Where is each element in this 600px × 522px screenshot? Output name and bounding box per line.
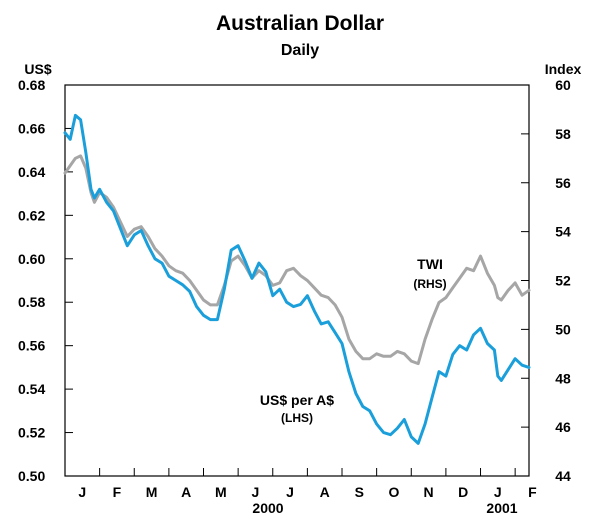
left-tick-label: 0.50 <box>18 468 45 484</box>
right-tick-label: 58 <box>555 126 571 142</box>
right-axis-ticks: 44 46 48 50 52 54 56 58 60 <box>521 77 571 484</box>
x-tick-label: N <box>424 484 434 500</box>
x-tick-label: D <box>458 484 468 500</box>
x-tick-label: O <box>389 484 400 500</box>
twi-line <box>63 154 531 366</box>
right-tick-label: 46 <box>555 419 571 435</box>
left-tick-label: 0.52 <box>18 425 45 441</box>
x-tick-label: J <box>494 484 502 500</box>
year-label-2001: 2001 <box>486 500 517 516</box>
x-tick-label: A <box>181 484 191 500</box>
usd-per-aud-line <box>63 113 531 445</box>
x-tick-label: A <box>320 484 330 500</box>
left-tick-label: 0.68 <box>18 77 45 93</box>
left-axis-ticks: 0.50 0.52 0.54 0.56 0.58 0.60 0.62 0.64 0.66 0.68 <box>18 77 73 484</box>
left-tick-label: 0.62 <box>18 207 45 223</box>
left-tick-label: 0.60 <box>18 251 45 267</box>
left-tick-label: 0.54 <box>18 381 45 397</box>
left-tick-label: 0.58 <box>18 294 45 310</box>
right-tick-label: 54 <box>555 224 571 240</box>
right-tick-label: 60 <box>555 77 571 93</box>
right-axis-unit: Index <box>545 61 582 77</box>
x-tick-label: F <box>528 484 537 500</box>
x-tick-label: J <box>252 484 260 500</box>
left-tick-label: 0.56 <box>18 338 45 354</box>
x-tick-label: J <box>286 484 294 500</box>
chart-title: Australian Dollar <box>216 12 384 35</box>
right-tick-label: 56 <box>555 175 571 191</box>
usd-annotation-sub: (LHS) <box>281 411 313 425</box>
left-axis-unit: US$ <box>24 61 51 77</box>
right-tick-label: 48 <box>555 370 571 386</box>
x-tick-label: M <box>146 484 158 500</box>
left-tick-label: 0.64 <box>18 164 45 180</box>
x-tick-label: M <box>215 484 227 500</box>
twi-annotation: TWI <box>417 256 443 272</box>
x-tick-label: J <box>78 484 86 500</box>
left-tick-label: 0.66 <box>18 120 45 136</box>
usd-annotation: US$ per A$ <box>260 392 334 408</box>
right-tick-label: 50 <box>555 321 571 337</box>
x-tick-label: S <box>355 484 364 500</box>
twi-annotation-sub: (RHS) <box>413 277 446 291</box>
x-tick-label: F <box>113 484 122 500</box>
series-lines <box>63 113 531 445</box>
right-tick-label: 44 <box>555 468 571 484</box>
year-label-2000: 2000 <box>252 500 283 516</box>
chart-subtitle: Daily <box>281 42 319 59</box>
right-tick-label: 52 <box>555 273 571 289</box>
